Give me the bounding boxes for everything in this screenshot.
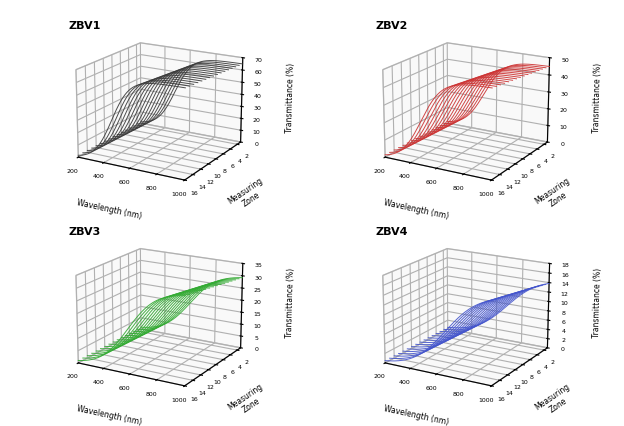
Text: ZBV2: ZBV2: [376, 21, 408, 31]
X-axis label: Wavelength (nm): Wavelength (nm): [383, 403, 449, 426]
Y-axis label: Measuring
Zone: Measuring Zone: [533, 381, 577, 419]
Text: ZBV1: ZBV1: [69, 21, 101, 31]
Y-axis label: Measuring
Zone: Measuring Zone: [533, 176, 577, 214]
X-axis label: Wavelength (nm): Wavelength (nm): [76, 403, 142, 426]
Y-axis label: Measuring
Zone: Measuring Zone: [226, 381, 270, 419]
Text: ZBV3: ZBV3: [69, 227, 101, 236]
X-axis label: Wavelength (nm): Wavelength (nm): [76, 198, 142, 221]
Y-axis label: Measuring
Zone: Measuring Zone: [226, 176, 270, 214]
Text: ZBV4: ZBV4: [376, 227, 408, 236]
X-axis label: Wavelength (nm): Wavelength (nm): [383, 198, 449, 221]
